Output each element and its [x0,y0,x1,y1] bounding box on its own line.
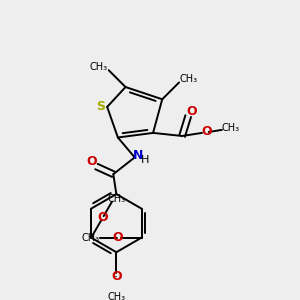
Text: CH₃: CH₃ [90,62,108,72]
Text: O: O [201,125,212,138]
Text: H: H [141,155,150,165]
Text: O: O [111,270,122,283]
Text: O: O [98,211,108,224]
Text: CH₃: CH₃ [222,123,240,133]
Text: O: O [187,105,197,118]
Text: N: N [133,149,144,162]
Text: CH₃: CH₃ [108,194,126,204]
Text: CH₃: CH₃ [81,233,99,243]
Text: O: O [87,155,97,169]
Text: CH₃: CH₃ [179,74,197,84]
Text: CH₃: CH₃ [107,292,125,300]
Text: O: O [112,231,123,244]
Text: S: S [96,100,105,113]
